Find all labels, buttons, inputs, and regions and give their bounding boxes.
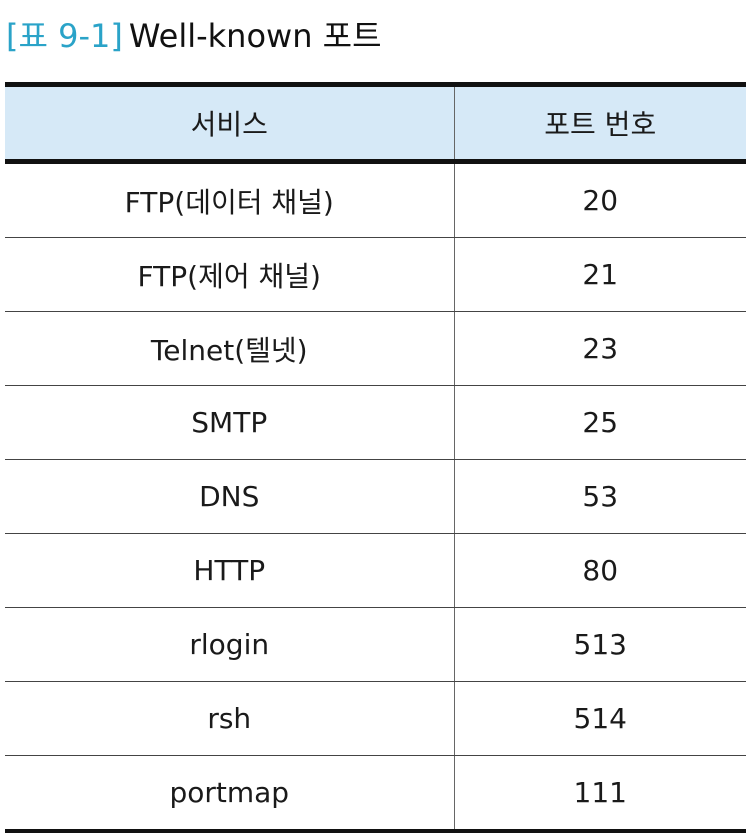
port-cell: 513 xyxy=(454,607,746,682)
port-cell: 21 xyxy=(454,237,746,312)
port-cell: 80 xyxy=(454,533,746,608)
column-header-service: 서비스 xyxy=(5,82,455,164)
table-title: Well-known 포트 xyxy=(128,17,382,55)
service-cell: portmap xyxy=(5,755,455,833)
column-header-port-number: 포트 번호 xyxy=(454,82,746,164)
service-cell: rlogin xyxy=(5,607,455,682)
port-cell: 25 xyxy=(454,385,746,460)
service-cell: SMTP xyxy=(5,385,455,460)
table-row: DNS 53 xyxy=(5,459,746,534)
table-row: Telnet(텔넷) 23 xyxy=(5,311,746,386)
table-number-label: [표 9-1] xyxy=(6,17,123,55)
table-row: SMTP 25 xyxy=(5,385,746,460)
service-cell: FTP(데이터 채널) xyxy=(5,161,455,238)
table-row: HTTP 80 xyxy=(5,533,746,608)
well-known-ports-table: 서비스 포트 번호 FTP(데이터 채널) 20 FTP(제어 채널) 21 T… xyxy=(5,82,746,833)
port-cell: 514 xyxy=(454,681,746,756)
table-row: rlogin 513 xyxy=(5,607,746,682)
table-row: rsh 514 xyxy=(5,681,746,756)
table-row: FTP(제어 채널) 21 xyxy=(5,237,746,312)
table-row: portmap 111 xyxy=(5,755,746,833)
service-cell: FTP(제어 채널) xyxy=(5,237,455,312)
service-cell: Telnet(텔넷) xyxy=(5,311,455,386)
port-cell: 23 xyxy=(454,311,746,386)
port-cell: 20 xyxy=(454,161,746,238)
port-cell: 53 xyxy=(454,459,746,534)
table-caption: [표 9-1] Well-known 포트 xyxy=(6,14,382,58)
service-cell: rsh xyxy=(5,681,455,756)
service-cell: HTTP xyxy=(5,533,455,608)
table-row: FTP(데이터 채널) 20 xyxy=(5,161,746,238)
port-cell: 111 xyxy=(454,755,746,833)
service-cell: DNS xyxy=(5,459,455,534)
table-header-row: 서비스 포트 번호 xyxy=(5,82,746,164)
